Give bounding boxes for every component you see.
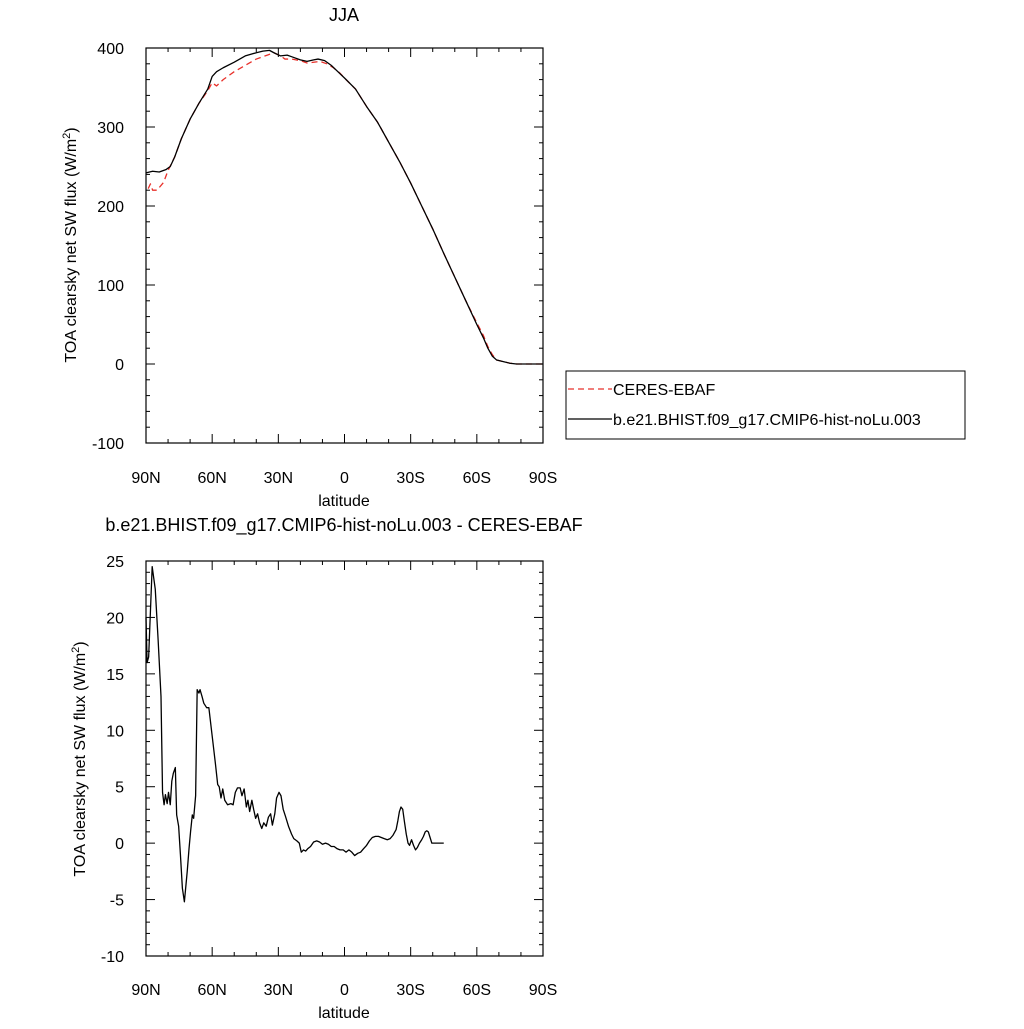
x-tick-label: 90S — [529, 982, 557, 999]
top-chart-axes: 90N 60N 30N 0 30S 60S 90S -100 0 100 200 300 400 — [92, 41, 557, 487]
top-chart-title: JJA — [329, 5, 359, 25]
y-tick-label: -100 — [92, 436, 124, 453]
bottom-chart-x-axis-label: latitude — [318, 1005, 370, 1022]
y-tick-label: 200 — [97, 199, 124, 216]
y-tick-label: -5 — [110, 893, 124, 910]
series-line-model — [145, 49, 543, 365]
y-tick-label: 25 — [106, 554, 124, 571]
top-chart: JJA 90N 60N 30N 0 30S 60S 90S -100 0 100 200 300 400… — [61, 5, 966, 510]
x-tick-label: 0 — [340, 470, 349, 487]
legend-label-ceres: CERES-EBAF — [613, 382, 715, 399]
x-tick-label: 60S — [463, 982, 491, 999]
top-chart-x-axis-label: latitude — [318, 493, 370, 510]
x-tick-label: 60N — [197, 470, 226, 487]
y-tick-label: 0 — [115, 836, 124, 853]
bottom-chart-title: b.e21.BHIST.f09_g17.CMIP6-hist-noLu.003 … — [105, 515, 582, 536]
x-tick-label: 90S — [529, 470, 557, 487]
bottom-chart-axes: 90N 60N 30N 0 30S 60S 90S -10 -5 0 5 10 15 20 25 — [101, 554, 557, 999]
top-chart-y-axis-label: TOA clearsky net SW flux (W/m2) — [61, 127, 80, 362]
x-tick-label: 0 — [340, 982, 349, 999]
bottom-chart: b.e21.BHIST.f09_g17.CMIP6-hist-noLu.003 … — [70, 515, 583, 1022]
series-line-model — [145, 565, 444, 903]
x-tick-label: 90N — [131, 982, 160, 999]
x-tick-label: 90N — [131, 470, 160, 487]
bottom-chart-y-axis-label: TOA clearsky net SW flux (W/m2) — [70, 641, 89, 876]
top-chart-legend: CERES-EBAF b.e21.BHIST.f09_g17.CMIP6-his… — [565, 370, 966, 440]
y-tick-label: 10 — [106, 723, 124, 740]
y-tick-label: 100 — [97, 278, 124, 295]
bottom-chart-series — [145, 565, 444, 903]
y-tick-label: 0 — [115, 357, 124, 374]
y-tick-label: -10 — [101, 949, 124, 966]
x-tick-label: 30S — [396, 470, 424, 487]
plot-frame — [145, 47, 544, 444]
y-tick-label: 300 — [97, 120, 124, 137]
x-tick-label: 60S — [463, 470, 491, 487]
legend-box — [565, 370, 966, 440]
x-tick-label: 30N — [264, 470, 293, 487]
series-line-ceres-ebaf — [147, 52, 543, 365]
x-tick-label: 30S — [396, 982, 424, 999]
y-tick-label: 400 — [97, 41, 124, 58]
y-tick-label: 15 — [106, 667, 124, 684]
top-chart-series — [145, 49, 543, 365]
x-tick-label: 60N — [197, 982, 226, 999]
legend-label-model: b.e21.BHIST.f09_g17.CMIP6-hist-noLu.003 — [613, 412, 921, 429]
y-tick-label: 20 — [106, 610, 124, 627]
y-tick-label: 5 — [115, 780, 124, 797]
plot-frame — [145, 560, 544, 957]
x-tick-label: 30N — [264, 982, 293, 999]
